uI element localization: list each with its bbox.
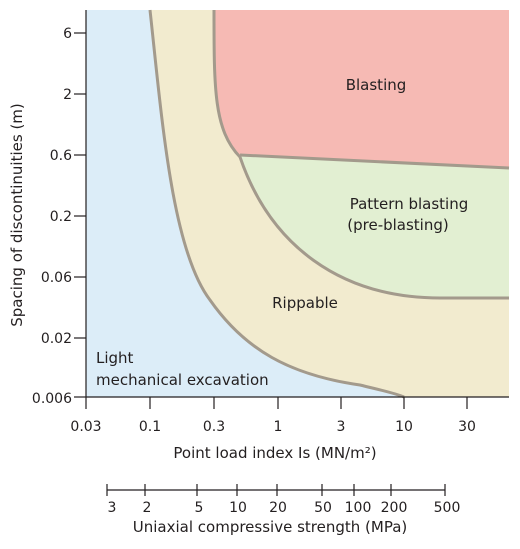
- secondary-tick-label: 10: [229, 500, 247, 516]
- secondary-tick-label: 200: [381, 500, 408, 516]
- x-tick-label: 30: [458, 419, 476, 435]
- x-axis-title: Point load index Is (MN/m²): [173, 444, 376, 462]
- secondary-tick-label: 100: [345, 500, 372, 516]
- y-tick-label: 0.2: [50, 209, 72, 225]
- region-label-pre-blasting: (pre-blasting): [347, 216, 448, 234]
- y-tick-label: 0.006: [32, 391, 72, 407]
- secondary-tick-label: 3: [108, 500, 117, 516]
- boundary-pattern-blasting: [239, 153, 510, 170]
- y-tick-label: 2: [63, 87, 72, 103]
- region-blasting: [214, 10, 509, 168]
- x-tick-label: 0.3: [203, 419, 225, 435]
- secondary-axis-title: Uniaxial compressive strength (MPa): [133, 518, 407, 536]
- region-label-light: Light: [96, 349, 134, 367]
- y-tick-label: 6: [63, 26, 72, 42]
- y-axis-tick-labels: 6 2 0.6 0.2 0.06 0.02 0.006: [32, 26, 72, 407]
- region-label-pattern-blasting: Pattern blasting: [350, 195, 469, 213]
- boundary-rippable-pattern: [212, 9, 509, 300]
- x-axis-tick-labels: 0.03 0.1 0.3 1 3 10 30: [70, 419, 476, 435]
- secondary-tick-label: 5: [195, 500, 204, 516]
- secondary-axis-ticks: [106, 484, 446, 496]
- y-axis-title: Spacing of discontinuities (m): [8, 103, 26, 327]
- region-label-blasting: Blasting: [346, 76, 407, 94]
- x-tick-label: 1: [274, 419, 283, 435]
- x-axis-ticks: [85, 397, 468, 409]
- region-label-rippable: Rippable: [272, 294, 338, 312]
- y-axis-ticks: [74, 32, 86, 398]
- boundary-light-rippable: [148, 9, 405, 399]
- x-tick-label: 3: [337, 419, 346, 435]
- x-tick-label: 0.03: [70, 419, 101, 435]
- region-label-mechanical-excavation: mechanical excavation: [96, 371, 269, 389]
- y-tick-label: 0.06: [41, 270, 72, 286]
- y-tick-label: 0.02: [41, 331, 72, 347]
- x-tick-label: 10: [395, 419, 413, 435]
- secondary-tick-label: 50: [314, 500, 332, 516]
- secondary-tick-label: 20: [269, 500, 287, 516]
- x-tick-label: 0.1: [139, 419, 161, 435]
- secondary-tick-label: 2: [143, 500, 152, 516]
- secondary-axis-tick-labels: 3 2 5 10 20 50 100 200 500: [108, 500, 461, 516]
- secondary-tick-label: 500: [434, 500, 461, 516]
- y-tick-label: 0.6: [50, 148, 72, 164]
